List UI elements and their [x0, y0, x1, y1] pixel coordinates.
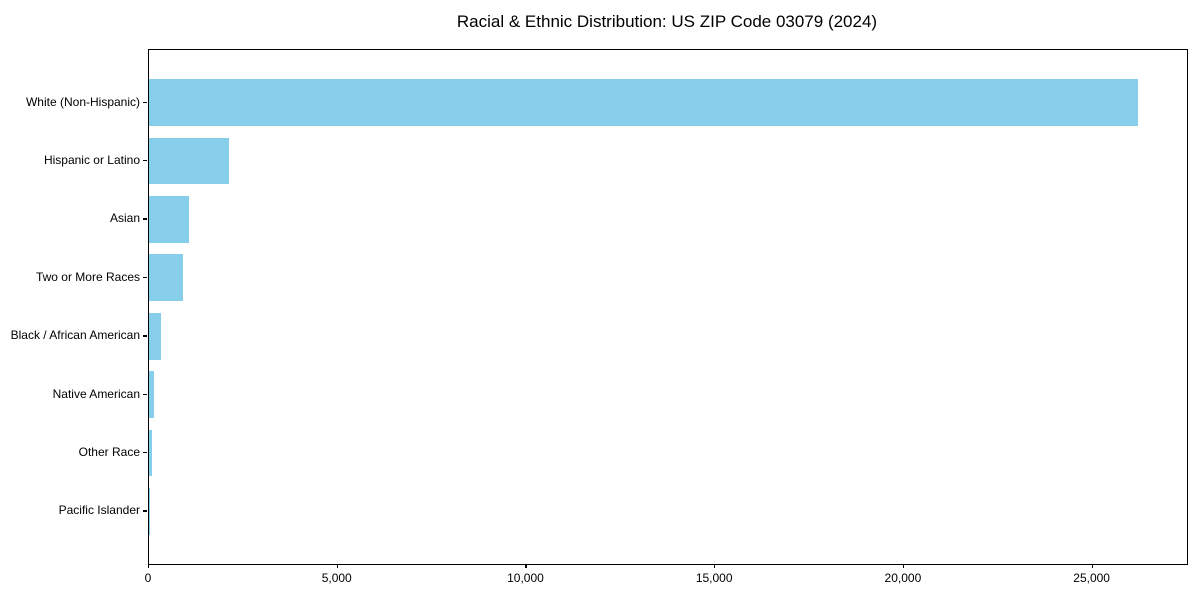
x-tick-label-20000: 20,000 [884, 571, 922, 585]
chart-title: Racial & Ethnic Distribution: US ZIP Cod… [456, 12, 878, 31]
y-label-black-african-american: Black / African American [10, 328, 140, 343]
bar-two-or-more-races [149, 254, 184, 302]
x-tick-10000 [525, 564, 527, 569]
y-tick-native-american [143, 393, 147, 395]
x-tick-label-25000: 25,000 [1073, 571, 1110, 585]
x-tick-15000 [714, 564, 716, 569]
bar-pacific-islander [149, 488, 150, 535]
x-tick-label-15000: 15,000 [695, 571, 733, 585]
y-tick-hispanic-or-latino [143, 159, 147, 162]
y-label-other-race: Other Race [78, 445, 140, 460]
x-tick-5000 [336, 564, 339, 569]
bar-white-non-hispanic [149, 79, 1138, 126]
y-label-two-or-more-races: Two or More Races [35, 269, 140, 284]
y-label-pacific-islander: Pacific Islander [58, 503, 140, 518]
bar-asian [149, 196, 189, 243]
bar-black-african-american [149, 312, 162, 360]
y-tick-other-race [143, 452, 147, 454]
plot-area [148, 49, 1188, 565]
x-tick-label-10000: 10,000 [507, 571, 544, 585]
y-tick-asian [143, 218, 147, 220]
bar-other-race [149, 429, 152, 477]
x-tick-25000 [1091, 564, 1093, 569]
bar-native-american [149, 371, 155, 418]
x-tick-20000 [902, 564, 905, 569]
y-tick-white-non-hispanic [143, 101, 147, 103]
y-label-white-non-hispanic: White (Non-Hispanic) [25, 94, 140, 109]
x-tick-label-0: 0 [144, 571, 152, 585]
y-label-hispanic-or-latino: Hispanic or Latino [43, 152, 140, 167]
y-tick-pacific-islander [143, 510, 147, 512]
x-tick-0 [148, 564, 150, 569]
y-label-asian: Asian [109, 211, 140, 226]
y-tick-two-or-more-races [143, 276, 147, 279]
bar-hispanic-or-latino [149, 137, 229, 185]
y-tick-black-african-american [143, 335, 147, 337]
x-tick-label-5000: 5,000 [321, 571, 352, 585]
y-label-native-american: Native American [52, 386, 140, 401]
